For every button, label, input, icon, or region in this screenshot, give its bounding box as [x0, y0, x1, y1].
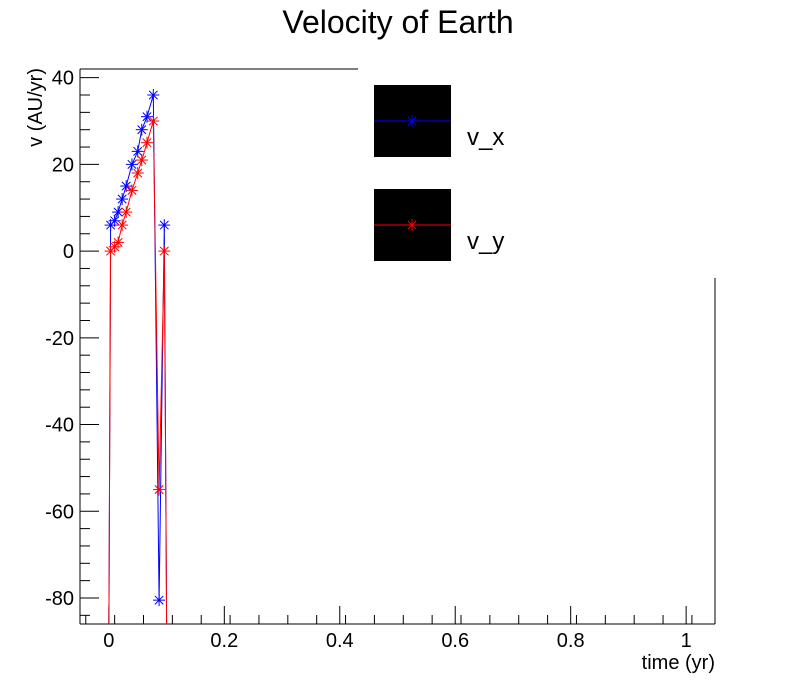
x-tick-label: 0.6 [441, 630, 469, 652]
legend-label-v-x: v_x [467, 124, 504, 151]
x-axis-label: time (yr) [642, 652, 715, 674]
series-v-x [104, 89, 171, 625]
series-v-y [104, 115, 171, 625]
x-tick-label: 0.2 [210, 630, 238, 652]
data-point [158, 245, 171, 258]
data-point [112, 236, 125, 249]
data-point [153, 594, 166, 607]
legend-marker-v-x [406, 115, 418, 127]
y-tick-label: 40 [52, 68, 74, 90]
data-point [116, 219, 129, 232]
data-point [147, 115, 160, 128]
chart-title: Velocity of Earth [282, 4, 513, 40]
data-point [131, 145, 144, 158]
data-point [140, 110, 153, 123]
data-point [158, 219, 171, 232]
data-point [108, 214, 121, 227]
legend-marker-glyph [406, 219, 418, 231]
y-tick-label: -80 [45, 588, 74, 610]
x-ticks: 0 0.2 0.4 0.6 0.8 1 [85, 606, 693, 652]
data-point [147, 89, 160, 102]
y-axis-label: v (AU/yr) [25, 68, 47, 147]
axes: 0 0.2 0.4 0.6 0.8 1 -80 -60 -40 -20 0 20 40 [45, 68, 716, 652]
legend-marker-glyph [406, 115, 418, 127]
y-tick-label: -20 [45, 328, 74, 350]
data-point [131, 167, 144, 180]
data-point [125, 158, 138, 171]
y-tick-label: -60 [45, 501, 74, 523]
legend: v_x v_y [374, 85, 504, 261]
y-tick-label: -40 [45, 415, 74, 437]
x-tick-label: 0 [103, 630, 114, 652]
data-point [140, 136, 153, 149]
data-point [125, 184, 138, 197]
series-line [108, 94, 168, 625]
plot-series [104, 89, 171, 625]
data-point [112, 206, 125, 219]
data-point [108, 240, 121, 253]
x-tick-label: 1 [681, 630, 692, 652]
data-point [135, 123, 148, 136]
data-point [120, 206, 133, 219]
x-tick-label: 0.8 [557, 630, 585, 652]
legend-label-v-y: v_y [467, 228, 504, 255]
legend-marker-v-y [406, 219, 418, 231]
y-ticks: -80 -60 -40 -20 0 20 40 [45, 68, 99, 616]
y-tick-label: 20 [52, 154, 74, 176]
series-line [108, 120, 168, 625]
y-tick-label: 0 [63, 241, 74, 263]
x-tick-label: 0.4 [326, 630, 354, 652]
data-point [135, 154, 148, 167]
data-point [153, 483, 166, 496]
data-point [116, 193, 129, 206]
